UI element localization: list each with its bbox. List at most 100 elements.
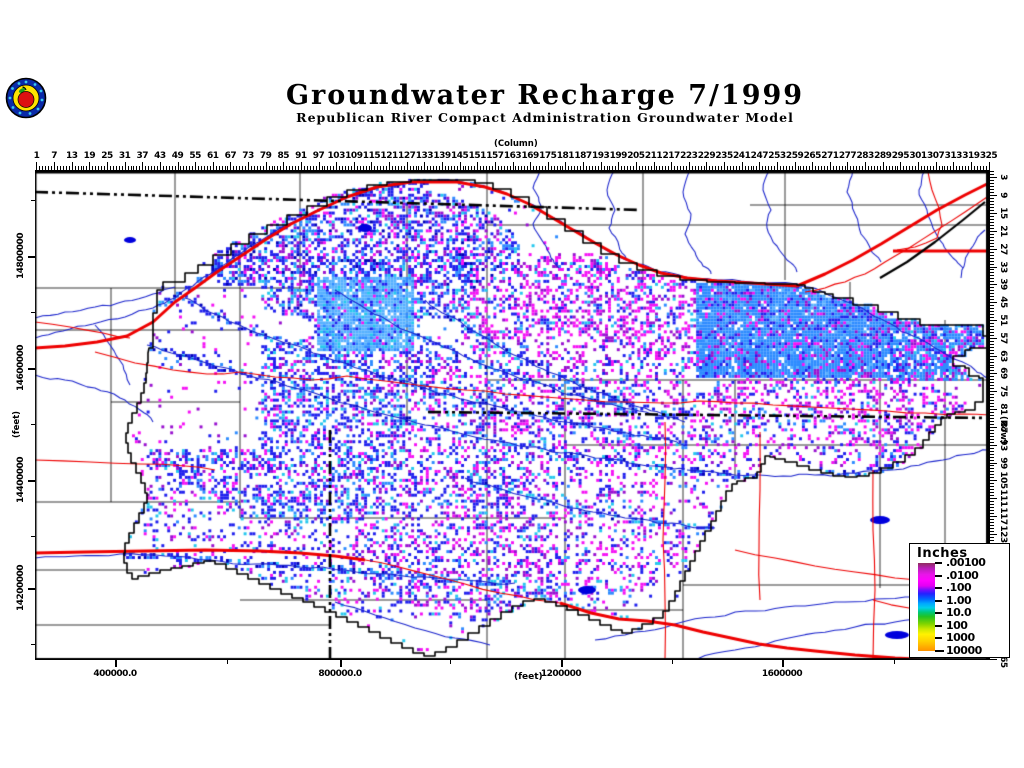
row-tick [990,518,994,520]
column-tick-label: 13 [65,151,78,161]
legend-tick [935,562,942,564]
row-tick [990,251,994,253]
row-tick [990,382,994,384]
row-tick-label: 69 [998,367,1008,380]
column-tick [868,166,870,170]
column-tick [159,162,161,170]
column-tick [151,166,153,170]
column-tick [248,162,250,170]
column-tick [747,166,749,170]
row-tick [990,361,994,363]
column-tick [374,166,376,170]
column-tick [524,166,526,170]
row-tick [990,394,994,396]
column-tick [947,166,949,170]
row-tick [990,266,997,268]
row-tick [990,658,997,660]
column-tick [59,166,61,170]
column-tick [506,166,508,170]
column-tick [588,166,590,170]
column-tick [491,166,493,170]
column-tick [201,166,203,170]
row-tick [990,435,994,437]
column-tick [130,166,132,170]
column-tick [624,166,626,170]
column-tick [909,166,911,170]
column-tick [286,166,288,170]
column-tick [121,166,123,170]
bottom-tick [561,660,563,667]
column-tick [297,166,299,170]
column-tick-label: 73 [242,151,254,161]
column-tick [71,162,73,170]
column-tick [212,162,214,170]
column-tick [568,166,570,170]
column-tick [415,166,417,170]
column-tick [803,166,805,170]
column-tick [165,166,167,170]
column-tick [368,166,370,170]
column-tick [521,166,523,170]
column-tick [644,166,646,170]
column-tick [474,166,476,170]
column-tick [456,166,458,170]
column-tick-label: 109 [345,151,363,161]
row-tick [990,426,997,428]
row-tick [990,343,994,345]
column-tick [894,166,896,170]
page-title: Groundwater Recharge 7/1999 [285,80,805,111]
row-tick [990,213,997,215]
column-tick [77,166,79,170]
row-tick [990,370,994,372]
column-tick [838,166,840,170]
row-tick [990,453,994,455]
column-tick [389,162,391,170]
column-tick [697,166,699,170]
column-tick [36,162,38,170]
column-tick [656,166,658,170]
column-tick [424,162,426,170]
column-tick [300,162,302,170]
column-tick [541,166,543,170]
column-tick-label: 217 [662,151,681,161]
column-tick-label: 163 [503,151,522,161]
column-tick [732,166,734,170]
column-tick [959,166,961,170]
column-tick [62,166,64,170]
column-tick [403,166,405,170]
column-tick-label: 139 [433,151,451,161]
column-tick [315,166,317,170]
row-tick [990,189,994,191]
column-tick-label: 241 [733,151,751,161]
column-tick [965,166,967,170]
row-tick [990,186,994,188]
column-tick [139,166,141,170]
row-tick [990,462,997,464]
bottom-minor-tick [672,660,673,664]
row-tick [990,224,994,226]
row-tick [990,311,994,313]
left-tick-label: 14800000 [16,232,26,280]
column-tick [724,162,726,170]
column-tick [812,162,814,170]
row-tick [990,201,994,203]
column-tick [480,166,482,170]
legend-tick [935,587,942,590]
column-tick [782,166,784,170]
row-tick-label: 63 [998,349,1008,362]
column-tick [870,166,872,170]
column-tick [632,166,634,170]
column-tick [550,166,552,170]
row-tick [990,198,994,200]
column-tick [888,166,890,170]
column-tick [900,162,902,170]
column-tick-label: 301 [909,151,927,161]
row-tick [990,489,994,491]
column-tick [715,166,717,170]
column-tick-label: 145 [450,151,469,161]
row-tick [990,364,994,366]
column-tick-label: 193 [591,151,610,161]
row-tick [990,346,994,348]
column-tick [394,166,396,170]
